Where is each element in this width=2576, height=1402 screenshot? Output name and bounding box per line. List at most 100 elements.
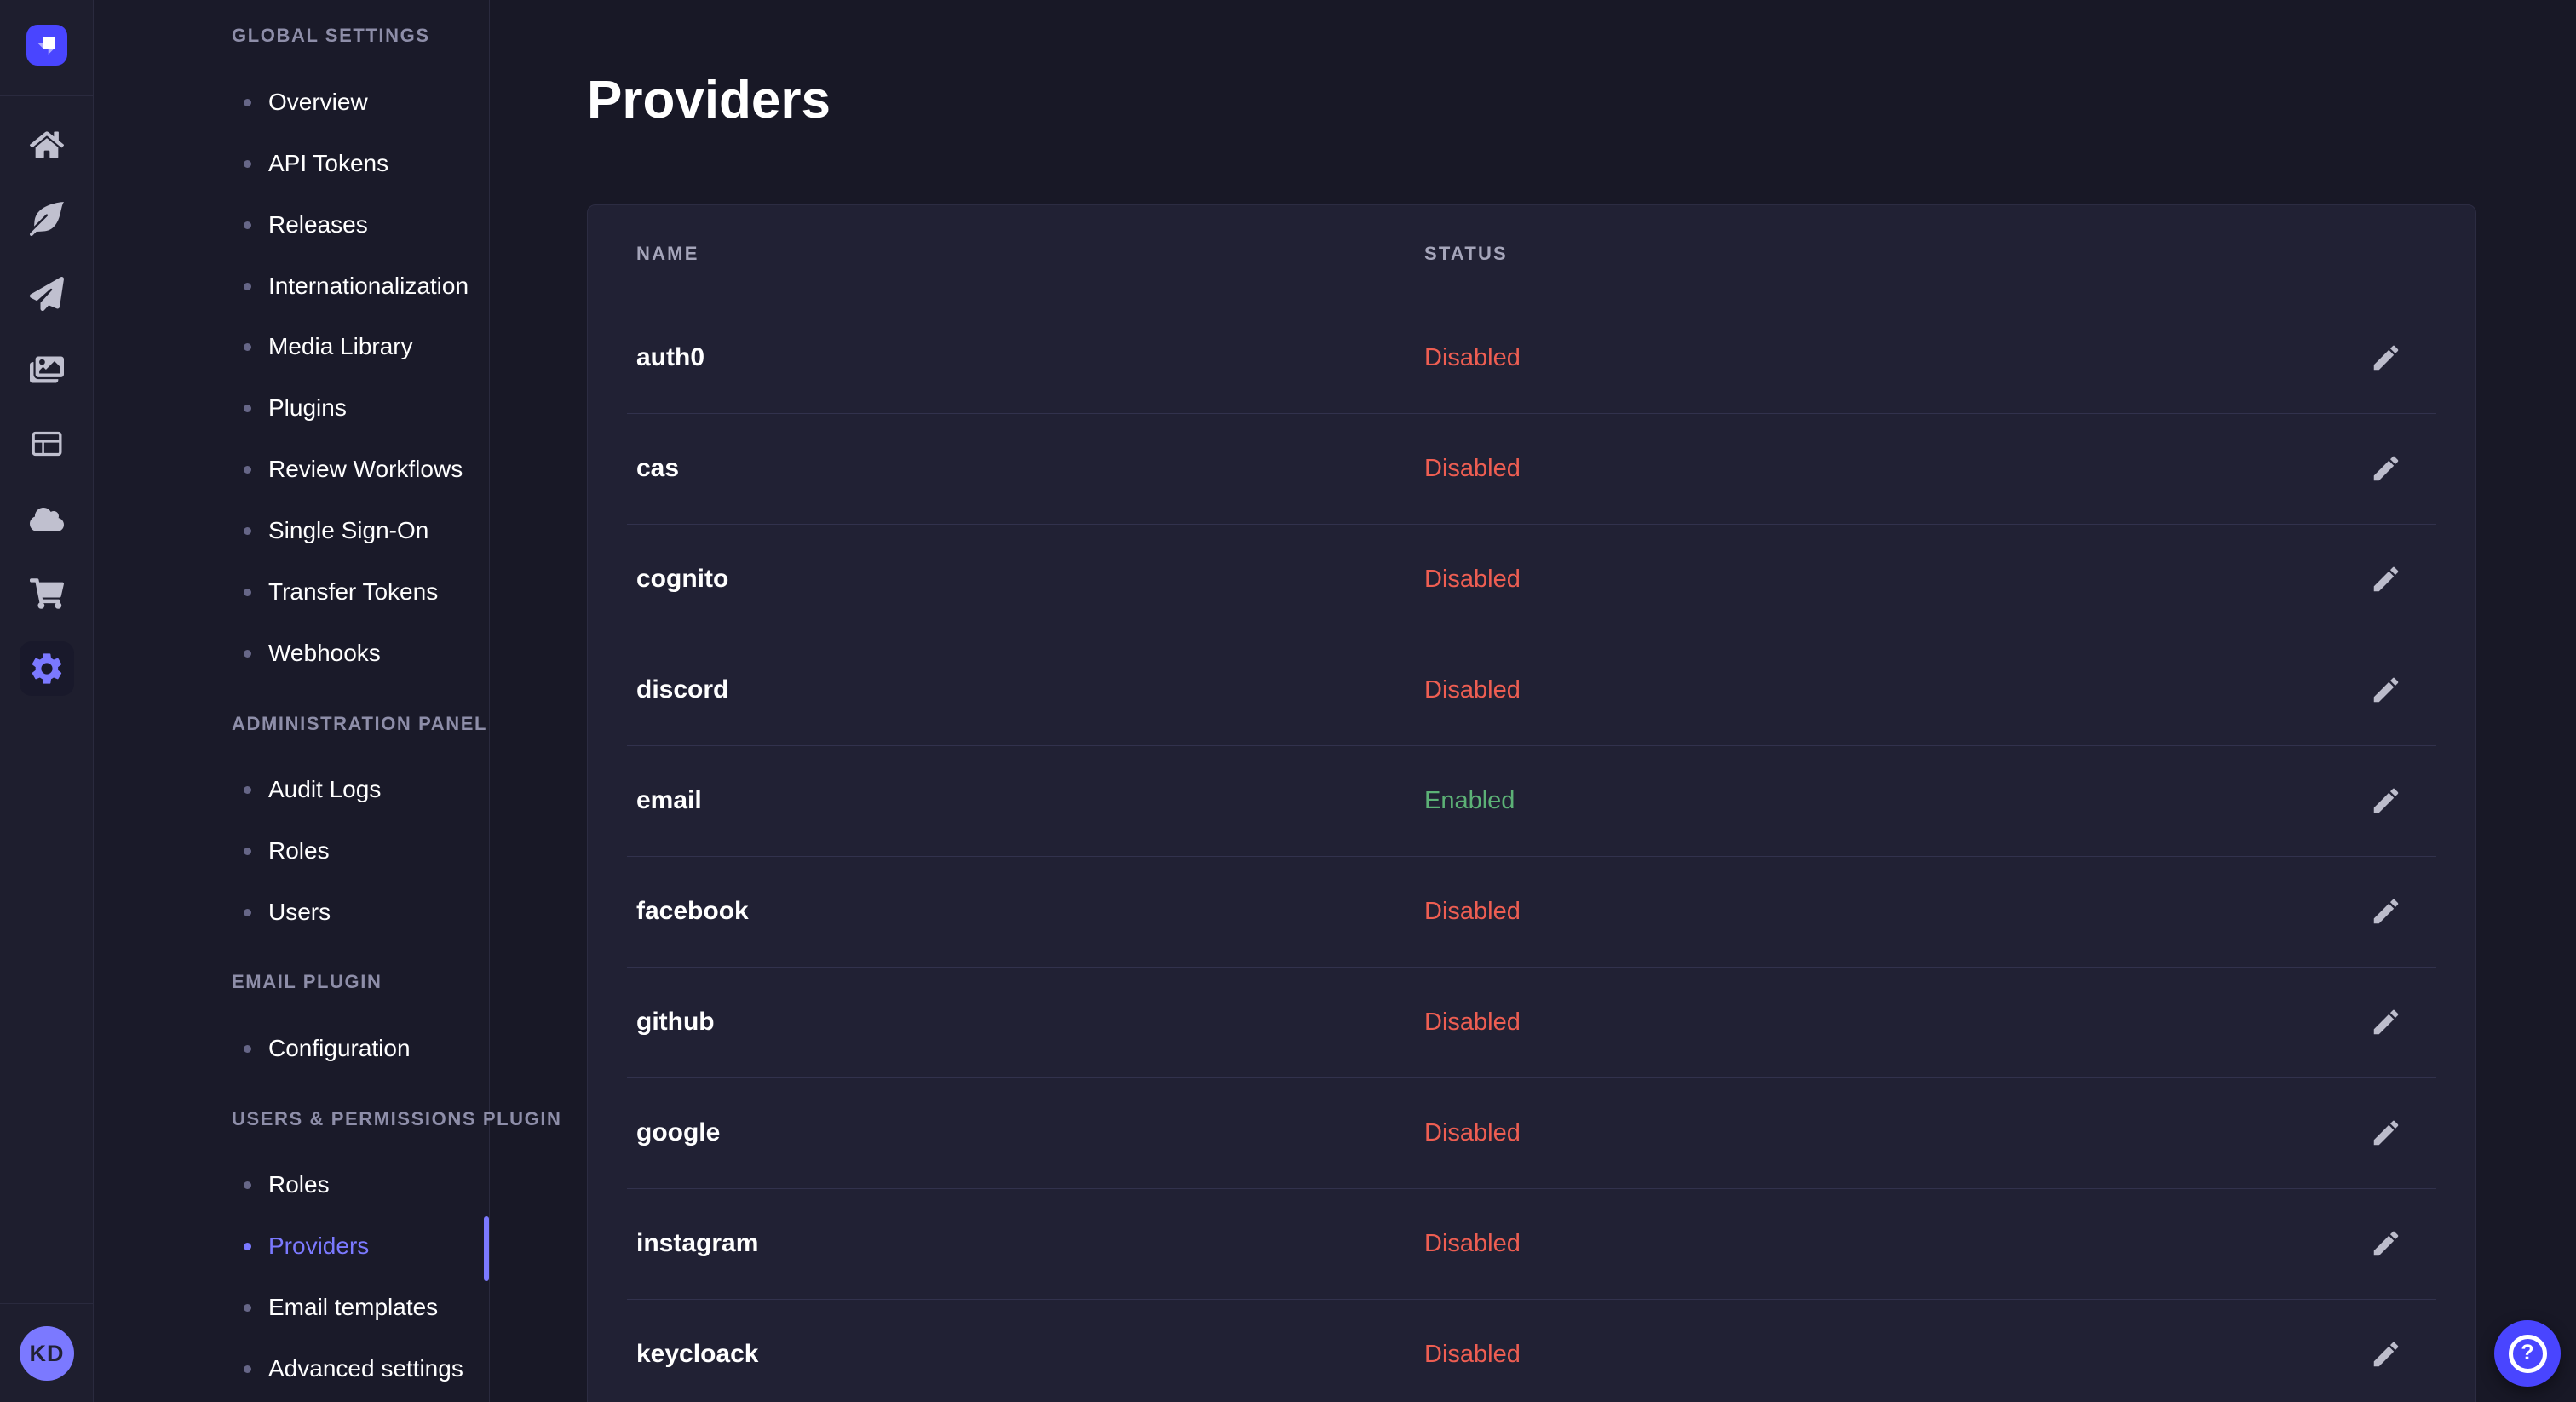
feather-icon[interactable] — [23, 195, 71, 243]
provider-name: cognito — [636, 565, 729, 593]
provider-name: discord — [636, 675, 729, 704]
table-row[interactable]: email Enabled — [588, 745, 2475, 856]
provider-status: Disabled — [1424, 566, 1521, 593]
providers-table-card: NAME STATUS auth0 Disabled cas Disabled … — [587, 204, 2476, 1402]
sidebar-item-single-sign-on[interactable]: Single Sign-On — [94, 514, 489, 548]
pencil-icon — [2373, 456, 2399, 481]
table-row[interactable]: keycloack Disabled — [588, 1299, 2475, 1402]
section-title-global-settings: GLOBAL SETTINGS — [232, 25, 430, 46]
table-row[interactable]: discord Disabled — [588, 635, 2475, 745]
bullet-icon — [244, 466, 251, 474]
sidebar-item-transfer-tokens[interactable]: Transfer Tokens — [94, 575, 489, 609]
bullet-icon — [244, 343, 251, 351]
cart-icon[interactable] — [23, 570, 71, 618]
edit-button[interactable] — [2362, 555, 2410, 603]
table-row[interactable]: auth0 Disabled — [588, 302, 2475, 413]
pencil-icon — [2373, 1231, 2399, 1256]
bullet-icon — [244, 527, 251, 535]
bullet-icon — [244, 1365, 251, 1373]
sidebar-item-admin-roles[interactable]: Roles — [94, 834, 489, 868]
bullet-icon — [244, 650, 251, 658]
bullet-icon — [244, 221, 251, 229]
main-content: Providers NAME STATUS auth0 Disabled cas… — [490, 0, 2576, 1402]
paper-plane-icon[interactable] — [23, 270, 71, 318]
bullet-icon — [244, 589, 251, 596]
settings-sidebar: GLOBAL SETTINGS Overview API Tokens Rele… — [94, 0, 561, 1402]
sidebar-item-advanced-settings[interactable]: Advanced settings — [94, 1352, 489, 1386]
edit-button[interactable] — [2362, 1330, 2410, 1378]
bullet-icon — [244, 1243, 251, 1250]
table-row[interactable]: cognito Disabled — [588, 524, 2475, 635]
home-icon[interactable] — [23, 121, 71, 169]
provider-name: keycloack — [636, 1340, 759, 1368]
sidebar-item-api-tokens[interactable]: API Tokens — [94, 147, 489, 181]
provider-status: Enabled — [1424, 787, 1515, 814]
pencil-icon — [2373, 1342, 2399, 1367]
pencil-icon — [2373, 1009, 2399, 1035]
main-nav-rail: KD — [0, 0, 94, 1402]
bullet-icon — [244, 786, 251, 794]
section-title-users-permissions-plugin: USERS & PERMISSIONS PLUGIN — [232, 1108, 562, 1129]
media-library-icon[interactable] — [23, 346, 71, 394]
sidebar-item-media-library[interactable]: Media Library — [94, 330, 489, 364]
provider-name: facebook — [636, 897, 749, 925]
provider-name: google — [636, 1118, 721, 1146]
active-item-indicator — [484, 1216, 489, 1281]
question-mark-icon: ? — [2508, 1334, 2547, 1373]
sidebar-item-email-configuration[interactable]: Configuration — [94, 1031, 489, 1066]
edit-button[interactable] — [2362, 888, 2410, 935]
provider-name: instagram — [636, 1229, 759, 1257]
edit-button[interactable] — [2362, 1109, 2410, 1157]
user-avatar[interactable]: KD — [20, 1326, 74, 1381]
sidebar-item-email-templates[interactable]: Email templates — [94, 1290, 489, 1324]
bullet-icon — [244, 405, 251, 412]
sidebar-item-audit-logs[interactable]: Audit Logs — [94, 773, 489, 807]
column-header-status: STATUS — [1424, 243, 1508, 264]
provider-name: cas — [636, 454, 680, 482]
help-button[interactable]: ? — [2494, 1320, 2561, 1387]
bullet-icon — [244, 848, 251, 855]
sidebar-item-webhooks[interactable]: Webhooks — [94, 636, 489, 670]
provider-status: Disabled — [1424, 455, 1521, 482]
table-row[interactable]: github Disabled — [588, 967, 2475, 1077]
sidebar-item-admin-users[interactable]: Users — [94, 895, 489, 929]
sidebar-item-releases[interactable]: Releases — [94, 208, 489, 242]
section-title-administration-panel: ADMINISTRATION PANEL — [232, 713, 488, 734]
edit-button[interactable] — [2362, 1220, 2410, 1267]
sidebar-item-internationalization[interactable]: Internationalization — [94, 269, 489, 303]
bullet-icon — [244, 160, 251, 168]
sidebar-item-up-roles[interactable]: Roles — [94, 1168, 489, 1202]
sidebar-item-overview[interactable]: Overview — [94, 85, 489, 119]
sidebar-item-providers[interactable]: Providers — [94, 1229, 489, 1263]
layout-icon[interactable] — [23, 420, 71, 468]
bullet-icon — [244, 1181, 251, 1189]
edit-button[interactable] — [2362, 334, 2410, 382]
column-header-name: NAME — [636, 243, 699, 264]
edit-button[interactable] — [2362, 998, 2410, 1046]
edit-button[interactable] — [2362, 445, 2410, 492]
edit-button[interactable] — [2362, 666, 2410, 714]
page-title: Providers — [587, 71, 831, 129]
pencil-icon — [2373, 677, 2399, 703]
provider-status: Disabled — [1424, 1341, 1521, 1368]
sidebar-item-review-workflows[interactable]: Review Workflows — [94, 452, 489, 486]
bullet-icon — [244, 1304, 251, 1312]
edit-button[interactable] — [2362, 777, 2410, 825]
table-row[interactable]: cas Disabled — [588, 413, 2475, 524]
provider-status: Disabled — [1424, 676, 1521, 704]
table-row[interactable]: facebook Disabled — [588, 856, 2475, 967]
pencil-icon — [2373, 1120, 2399, 1146]
bullet-icon — [244, 99, 251, 106]
bullet-icon — [244, 283, 251, 290]
section-title-email-plugin: EMAIL PLUGIN — [232, 971, 382, 992]
provider-name: auth0 — [636, 343, 705, 371]
table-row[interactable]: instagram Disabled — [588, 1188, 2475, 1299]
workspace-logo-button[interactable] — [26, 25, 67, 66]
provider-name: email — [636, 786, 702, 814]
table-row[interactable]: google Disabled — [588, 1077, 2475, 1188]
gear-icon[interactable] — [20, 641, 74, 696]
pencil-icon — [2373, 566, 2399, 592]
sidebar-item-plugins[interactable]: Plugins — [94, 391, 489, 425]
cloud-icon[interactable] — [23, 496, 71, 543]
provider-status: Disabled — [1424, 1119, 1521, 1146]
